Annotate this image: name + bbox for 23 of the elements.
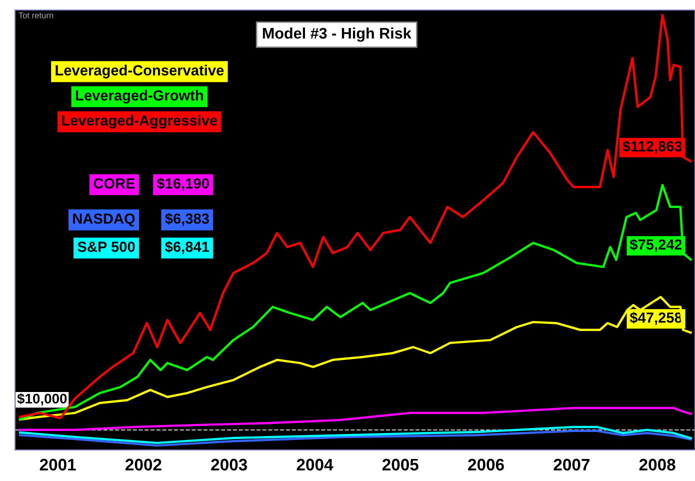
ref-line-label: $10,000	[17, 393, 67, 406]
legend-label: NASDAQ	[73, 213, 135, 227]
data-label: $47,258	[630, 312, 682, 325]
legend-label: S&P 500	[78, 242, 135, 252]
x-tick-label: 2002	[126, 458, 162, 471]
data-label: $75,242	[630, 238, 682, 252]
annotation: $6,383	[165, 212, 209, 226]
annotation: Tot return	[18, 12, 54, 18]
text: Model #3 - High Risk	[262, 27, 412, 42]
x-tick-label: 2001	[40, 458, 76, 471]
annotation: $6,841	[165, 240, 210, 254]
text: Leveraged-Aggressive	[62, 114, 218, 129]
x-tick-label: 2006	[468, 458, 504, 471]
x-tick-label: 2008	[639, 458, 676, 471]
x-tick-label: 2007	[554, 458, 590, 471]
text: Leveraged-Conservative	[56, 64, 224, 78]
annotation: $16,190	[156, 178, 209, 191]
x-tick-label: 2005	[382, 458, 418, 471]
data-label: $112,863	[622, 140, 682, 154]
text: Leveraged-Growth	[76, 90, 203, 104]
legend-label: CORE	[94, 178, 135, 189]
x-tick-label: 2003	[211, 458, 248, 471]
x-tick-label: 2004	[296, 458, 334, 471]
